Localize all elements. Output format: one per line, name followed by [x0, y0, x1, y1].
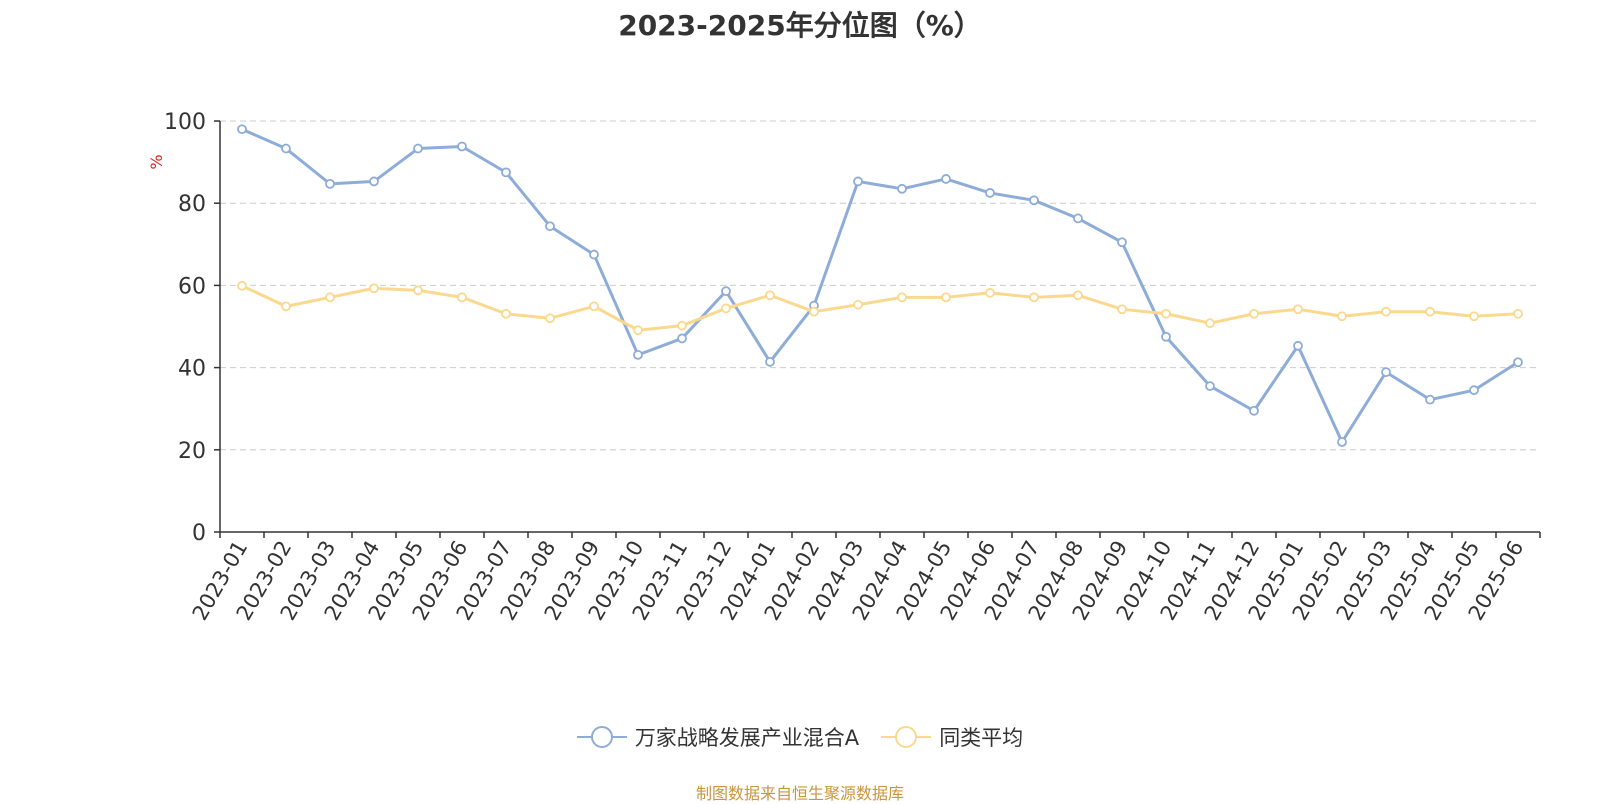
- y-tick-label: 0: [192, 521, 206, 546]
- data-point-series-2[interactable]: [325, 292, 335, 303]
- data-point-series-1[interactable]: [1425, 394, 1435, 405]
- data-point-series-1[interactable]: [589, 249, 599, 260]
- data-point-series-2[interactable]: [545, 313, 555, 324]
- data-point-series-2[interactable]: [897, 292, 907, 303]
- data-point-series-1[interactable]: [1249, 405, 1259, 416]
- data-point-series-1[interactable]: [1161, 331, 1171, 342]
- legend-marker-series-2: [881, 726, 932, 748]
- data-point-series-1[interactable]: [457, 141, 467, 152]
- data-point-series-1[interactable]: [237, 124, 247, 135]
- data-point-series-1[interactable]: [413, 143, 423, 154]
- series-line-2: [241, 284, 1519, 332]
- data-point-series-2[interactable]: [589, 301, 599, 312]
- data-point-series-2[interactable]: [853, 299, 863, 310]
- data-point-series-2[interactable]: [281, 301, 291, 312]
- data-point-series-2[interactable]: [413, 285, 423, 296]
- data-point-series-2[interactable]: [1029, 292, 1039, 303]
- data-point-series-1[interactable]: [1381, 367, 1391, 378]
- data-point-series-2[interactable]: [457, 292, 467, 303]
- data-point-series-1[interactable]: [897, 183, 907, 194]
- data-point-series-2[interactable]: [1469, 311, 1479, 322]
- data-point-series-1[interactable]: [1117, 237, 1127, 248]
- data-point-series-2[interactable]: [1249, 308, 1259, 319]
- data-point-series-1[interactable]: [1205, 381, 1215, 391]
- data-point-series-2[interactable]: [1073, 290, 1083, 301]
- data-point-series-1[interactable]: [1513, 357, 1523, 368]
- data-point-series-2[interactable]: [633, 325, 643, 336]
- series-line-1: [241, 127, 1519, 444]
- y-tick-label: 60: [178, 274, 206, 299]
- y-tick-label: 80: [178, 192, 206, 217]
- data-point-series-2[interactable]: [1337, 311, 1347, 322]
- data-point-series-2[interactable]: [1161, 308, 1171, 319]
- data-point-series-1[interactable]: [985, 188, 995, 198]
- data-point-series-2[interactable]: [809, 306, 819, 317]
- legend-marker-series-1: [576, 726, 627, 748]
- data-point-series-2[interactable]: [1117, 304, 1127, 315]
- data-point-series-1[interactable]: [721, 286, 731, 297]
- data-point-series-2[interactable]: [1381, 306, 1391, 317]
- data-point-series-2[interactable]: [1293, 304, 1303, 315]
- legend-item-series-2[interactable]: 同类平均: [881, 722, 1023, 752]
- data-point-series-1[interactable]: [545, 221, 555, 232]
- data-point-series-2[interactable]: [765, 290, 775, 301]
- data-point-series-2[interactable]: [237, 280, 247, 291]
- data-point-series-2[interactable]: [721, 303, 731, 314]
- data-point-series-1[interactable]: [1337, 437, 1347, 447]
- data-point-series-2[interactable]: [501, 308, 511, 319]
- legend-label-series-2: 同类平均: [939, 726, 1024, 750]
- data-point-series-2[interactable]: [941, 292, 951, 303]
- data-point-series-2[interactable]: [985, 287, 995, 298]
- data-point-series-1[interactable]: [765, 356, 775, 367]
- data-point-series-2[interactable]: [677, 320, 687, 331]
- data-point-series-1[interactable]: [501, 167, 511, 178]
- data-point-series-1[interactable]: [369, 176, 379, 187]
- data-point-series-2[interactable]: [1513, 308, 1523, 319]
- data-point-series-1[interactable]: [325, 178, 335, 189]
- y-axis-label: %: [147, 154, 166, 169]
- data-point-series-2[interactable]: [369, 283, 379, 294]
- data-point-series-1[interactable]: [281, 143, 291, 154]
- y-tick-label: 40: [178, 357, 206, 382]
- grid-lines: [220, 120, 1540, 451]
- data-point-series-1[interactable]: [677, 333, 687, 344]
- legend: 万家战略发展产业混合A 同类平均: [0, 722, 1600, 752]
- data-point-series-2[interactable]: [1205, 318, 1215, 329]
- source-note: 制图数据来自恒生聚源数据库: [695, 784, 904, 803]
- y-tick-label: 100: [164, 110, 206, 135]
- y-tick-label: 20: [178, 439, 206, 464]
- legend-item-series-1[interactable]: 万家战略发展产业混合A: [576, 722, 860, 752]
- data-point-series-1[interactable]: [853, 176, 863, 187]
- legend-label-series-1: 万家战略发展产业混合A: [634, 726, 860, 750]
- data-point-series-1[interactable]: [633, 349, 643, 360]
- data-point-series-1[interactable]: [941, 174, 951, 184]
- data-point-series-1[interactable]: [1469, 385, 1479, 396]
- data-point-series-1[interactable]: [1293, 340, 1303, 351]
- data-point-series-1[interactable]: [1073, 213, 1083, 224]
- data-point-series-2[interactable]: [1425, 306, 1435, 317]
- series-layer: [237, 124, 1523, 447]
- data-point-series-1[interactable]: [1029, 195, 1039, 206]
- chart-title: 2023-2025年分位图（%）: [618, 9, 982, 42]
